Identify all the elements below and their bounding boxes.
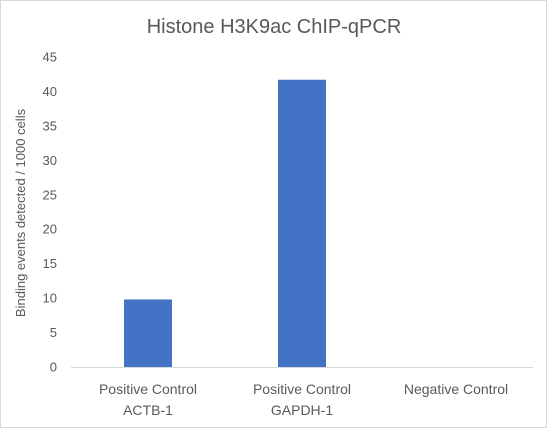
chart-title: Histone H3K9ac ChIP-qPCR (147, 16, 402, 38)
x-category-label: Positive Control (99, 381, 197, 397)
bar (278, 79, 326, 367)
y-tick-label: 20 (43, 222, 57, 237)
y-tick-label: 25 (43, 187, 57, 202)
x-category-label: ACTB-1 (123, 402, 173, 418)
y-tick-label: 5 (50, 325, 57, 340)
y-tick-label: 0 (50, 360, 57, 375)
x-category-label: GAPDH-1 (271, 402, 333, 418)
y-tick-label: 15 (43, 256, 57, 271)
bar (124, 299, 172, 367)
y-axis-label: Binding events detected / 1000 cells (13, 108, 28, 317)
x-axis-labels: Positive Control ACTB-1 Positive Control GA… (99, 381, 508, 418)
x-category-label: Positive Control (253, 381, 351, 397)
y-tick-label: 30 (43, 153, 57, 168)
x-category-label: Negative Control (404, 381, 508, 397)
y-tick-label: 10 (43, 291, 57, 306)
y-tick-label: 45 (43, 50, 57, 65)
bars (124, 79, 326, 367)
y-tick-label: 40 (43, 84, 57, 99)
y-axis-ticks: 0 5 10 15 20 25 30 35 40 45 (43, 50, 57, 375)
y-tick-label: 35 (43, 118, 57, 133)
